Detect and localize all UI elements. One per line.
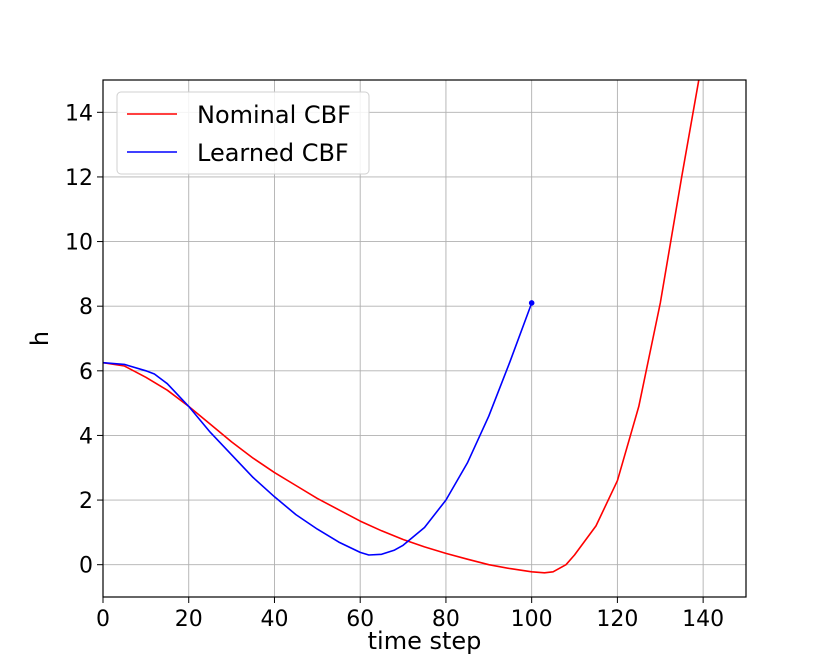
endpoint-marker: [528, 300, 535, 306]
x-tick-label: 20: [175, 607, 203, 632]
y-tick-label: 8: [79, 295, 93, 320]
x-axis-label: time step: [368, 627, 482, 655]
legend-label: Nominal CBF: [197, 101, 351, 129]
series-line-nominal-cbf: [103, 80, 700, 574]
y-axis-label: h: [26, 331, 54, 346]
legend: Nominal CBF Learned CBF: [116, 91, 370, 175]
x-tick-label: 60: [346, 607, 374, 632]
y-tick-label: 2: [79, 489, 93, 514]
plot-area-frame: [102, 79, 747, 598]
series-lines: [103, 80, 700, 574]
x-tick-label: 40: [260, 607, 288, 632]
y-tick-label: 6: [79, 360, 93, 385]
y-tick-label: 12: [65, 166, 93, 191]
axis-ticks: 0 20 40 60 80 100 120 140 0 2 4 6 8 10 12 14: [65, 101, 724, 632]
x-tick-label: 100: [511, 607, 553, 632]
legend-box: [116, 91, 370, 175]
y-tick-label: 0: [79, 554, 93, 579]
y-tick-label: 10: [65, 231, 93, 256]
x-tick-label: 80: [432, 607, 460, 632]
legend-label: Learned CBF: [197, 139, 349, 167]
x-tick-label: 120: [596, 607, 638, 632]
x-tick-label: 0: [96, 607, 110, 632]
y-tick-label: 14: [65, 101, 93, 126]
y-tick-label: 4: [79, 424, 93, 449]
x-tick-label: 140: [682, 607, 724, 632]
series-line-learned-cbf: [103, 302, 533, 556]
